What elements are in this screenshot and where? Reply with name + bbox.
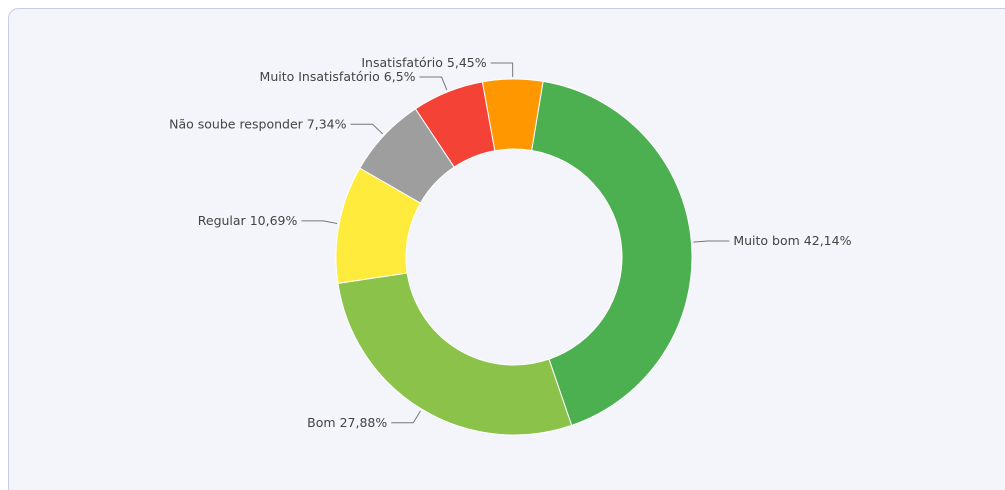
- slice-label-value: 6,5%: [384, 69, 416, 84]
- slice-label: Insatisfatório 5,45%: [361, 55, 486, 70]
- slice-label: Não soube responder 7,34%: [169, 116, 346, 131]
- leader-line: [419, 76, 448, 91]
- slice-label-value: 27,88%: [340, 414, 388, 429]
- slice-label: Muito bom 42,14%: [733, 232, 851, 247]
- leader-line: [693, 240, 730, 243]
- slice-label: Muito Insatisfatório 6,5%: [260, 69, 416, 84]
- slice-label: Bom 27,88%: [307, 414, 387, 429]
- slice-label-name: Insatisfatório: [361, 55, 443, 70]
- slice-label-name: Regular: [198, 212, 247, 227]
- slice-label-value: 10,69%: [250, 212, 298, 227]
- leader-line: [350, 123, 384, 135]
- slice-label-value: 7,34%: [307, 116, 347, 131]
- slice-label-name: Bom: [307, 414, 335, 429]
- donut-slice: [531, 80, 693, 427]
- leader-line: [490, 62, 514, 78]
- card: [8, 8, 1005, 490]
- leader-line: [301, 220, 338, 225]
- leader-line: [391, 410, 421, 424]
- slice-label-name: Muito bom: [733, 232, 799, 247]
- slice-label: Regular 10,69%: [198, 212, 298, 227]
- slice-label-name: Muito Insatisfatório: [260, 69, 380, 84]
- donut-slice: [481, 78, 544, 152]
- slice-label-value: 42,14%: [804, 232, 852, 247]
- slice-label-value: 5,45%: [447, 55, 487, 70]
- slice-label-name: Não soube responder: [169, 116, 304, 131]
- donut-slice: [337, 272, 573, 436]
